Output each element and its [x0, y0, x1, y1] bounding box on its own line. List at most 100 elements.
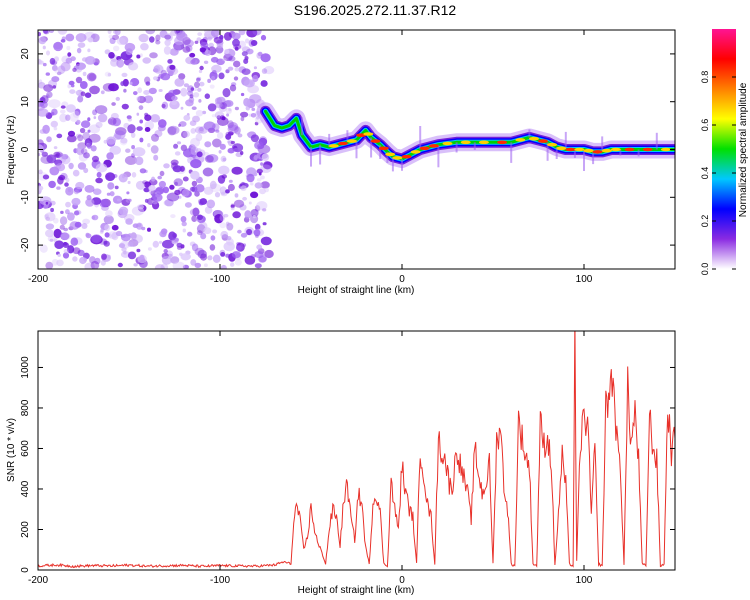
noise-blob — [150, 114, 161, 123]
noise-blob — [182, 130, 190, 138]
noise-blob — [38, 108, 49, 117]
noise-blob — [121, 247, 127, 252]
noise-blob — [107, 117, 117, 126]
noise-blob — [260, 175, 265, 180]
y-tick-label: 20 — [20, 48, 31, 60]
noise-blob — [75, 76, 83, 84]
y-tick-label: 400 — [20, 480, 31, 497]
noise-blob — [244, 255, 256, 265]
noise-blob — [93, 62, 99, 66]
noise-blob — [262, 161, 272, 170]
x-tick-label: -100 — [210, 575, 230, 586]
noise-blob — [155, 40, 161, 45]
noise-blob — [89, 256, 96, 264]
noise-blob — [185, 56, 196, 65]
noise-blob — [42, 45, 46, 50]
noise-blob — [95, 163, 108, 173]
noise-blob — [182, 264, 189, 269]
noise-blob — [234, 193, 239, 198]
noise-blob — [60, 39, 66, 43]
noise-blob — [66, 104, 76, 113]
noise-blob — [169, 64, 176, 70]
noise-blob — [256, 168, 263, 174]
signal-peak — [442, 141, 453, 146]
noise-blob — [111, 232, 119, 241]
spectrogram-x-label: Height of straight line (km) — [298, 285, 415, 296]
noise-blob — [176, 141, 182, 145]
noise-blob — [225, 69, 230, 74]
noise-blob — [107, 30, 112, 34]
noise-blob — [38, 36, 47, 45]
noise-blob — [163, 200, 171, 206]
noise-blob — [219, 186, 227, 195]
noise-blob — [84, 185, 95, 193]
noise-blob — [211, 114, 217, 118]
noise-blob — [231, 143, 244, 153]
noise-blob — [199, 47, 207, 53]
snr-x-label: Height of straight line (km) — [298, 585, 415, 596]
noise-blob — [190, 159, 202, 169]
noise-blob — [82, 218, 90, 225]
noise-blob — [232, 38, 240, 47]
snr-line — [38, 331, 675, 569]
noise-blob — [260, 80, 268, 87]
noise-blob — [196, 77, 201, 82]
noise-blob — [40, 155, 53, 164]
noise-blob — [188, 96, 195, 103]
noise-blob — [207, 255, 213, 261]
noise-blob — [154, 130, 163, 138]
colorbar-tick-label: 0.6 — [700, 119, 710, 132]
noise-blob — [65, 177, 70, 183]
noise-blob — [225, 133, 232, 140]
noise-blob — [113, 133, 122, 141]
noise-blob — [127, 251, 137, 260]
noise-blob — [226, 236, 232, 241]
signal-peak — [660, 147, 671, 152]
noise-blob — [59, 113, 68, 123]
signal-peak — [610, 147, 621, 152]
noise-blob — [197, 214, 203, 221]
noise-blob — [234, 259, 242, 266]
noise-blob — [86, 72, 97, 82]
signal-peak — [547, 142, 558, 147]
noise-blob — [111, 102, 116, 106]
noise-blob — [116, 37, 126, 45]
noise-blob — [250, 191, 259, 199]
colorbar-tick-label: 0.0 — [700, 263, 710, 276]
noise-blob — [263, 66, 275, 75]
signal-peak — [478, 140, 489, 145]
noise-blob — [204, 49, 211, 56]
noise-blob — [232, 211, 241, 219]
noise-blob — [251, 107, 256, 111]
noise-blob — [81, 223, 88, 229]
noise-blob — [233, 76, 239, 81]
noise-blob — [191, 106, 197, 110]
noise-blob — [105, 172, 116, 182]
noise-blob — [252, 30, 262, 36]
noise-blob — [136, 248, 141, 253]
noise-blob — [250, 214, 259, 224]
noise-blob — [242, 196, 248, 201]
noise-blob — [123, 88, 127, 93]
noise-blob — [107, 72, 112, 77]
noise-blob — [100, 228, 104, 233]
noise-blob — [109, 145, 121, 155]
noise-blob — [203, 121, 216, 131]
noise-blob — [246, 132, 252, 137]
noise-blob — [44, 212, 56, 222]
noise-blob — [56, 186, 61, 190]
noise-blob — [197, 32, 203, 36]
noise-blob — [127, 117, 133, 122]
noise-blob — [106, 152, 114, 160]
noise-blob — [90, 260, 100, 269]
noise-blob — [210, 56, 219, 63]
noise-blob — [45, 261, 54, 269]
noise-blob — [41, 151, 48, 157]
noise-blob — [174, 78, 185, 87]
noise-blob — [203, 60, 209, 64]
signal-peak — [363, 132, 374, 136]
y-tick-label: 1000 — [20, 356, 31, 379]
noise-blob — [109, 191, 115, 197]
signal-peak — [601, 148, 612, 153]
